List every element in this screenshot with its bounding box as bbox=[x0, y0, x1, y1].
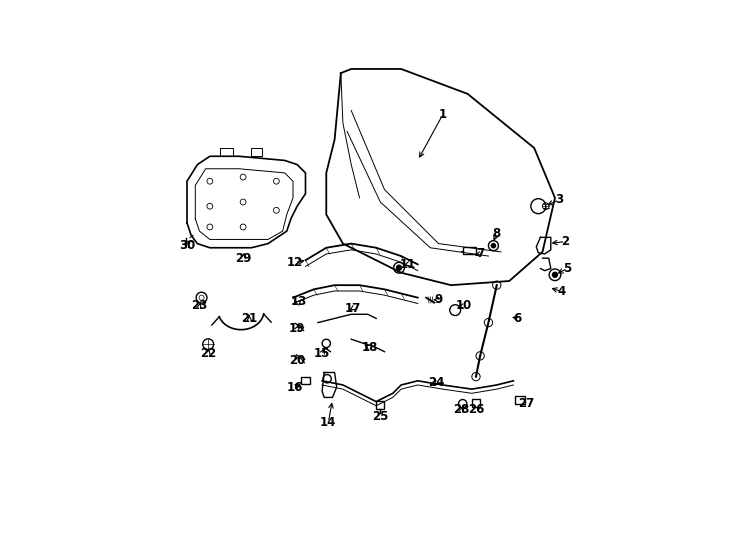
Text: 2: 2 bbox=[562, 235, 570, 248]
Text: 11: 11 bbox=[399, 258, 415, 271]
Text: 23: 23 bbox=[192, 300, 208, 313]
Text: 27: 27 bbox=[517, 397, 534, 410]
Text: 28: 28 bbox=[453, 403, 470, 416]
Text: 15: 15 bbox=[314, 347, 330, 360]
Text: 5: 5 bbox=[563, 262, 572, 275]
Text: 12: 12 bbox=[287, 256, 303, 269]
Text: 25: 25 bbox=[372, 410, 388, 423]
Text: 18: 18 bbox=[362, 341, 378, 354]
Text: 14: 14 bbox=[320, 416, 337, 429]
Text: 16: 16 bbox=[287, 381, 303, 394]
Text: 4: 4 bbox=[557, 285, 565, 298]
Text: 24: 24 bbox=[428, 376, 445, 389]
Circle shape bbox=[553, 272, 557, 277]
Text: 7: 7 bbox=[476, 247, 484, 260]
Text: 29: 29 bbox=[235, 252, 251, 265]
Text: 17: 17 bbox=[345, 301, 361, 314]
Text: 26: 26 bbox=[468, 403, 484, 416]
Text: 3: 3 bbox=[555, 193, 563, 206]
Bar bbox=[515, 396, 525, 404]
Text: 9: 9 bbox=[435, 293, 443, 306]
Text: 21: 21 bbox=[241, 312, 258, 325]
Text: 30: 30 bbox=[179, 239, 195, 252]
Circle shape bbox=[396, 265, 401, 270]
Text: 6: 6 bbox=[513, 312, 522, 325]
Circle shape bbox=[491, 244, 495, 248]
Text: 8: 8 bbox=[493, 227, 501, 240]
Text: 19: 19 bbox=[289, 322, 305, 335]
Bar bbox=[463, 246, 476, 254]
Text: 22: 22 bbox=[200, 347, 216, 360]
Bar bbox=[377, 401, 385, 409]
Text: 10: 10 bbox=[455, 300, 472, 313]
Text: 13: 13 bbox=[291, 295, 308, 308]
Bar bbox=[472, 399, 480, 407]
Bar bbox=[302, 377, 310, 384]
Text: 1: 1 bbox=[439, 108, 447, 121]
Text: 20: 20 bbox=[289, 354, 305, 367]
